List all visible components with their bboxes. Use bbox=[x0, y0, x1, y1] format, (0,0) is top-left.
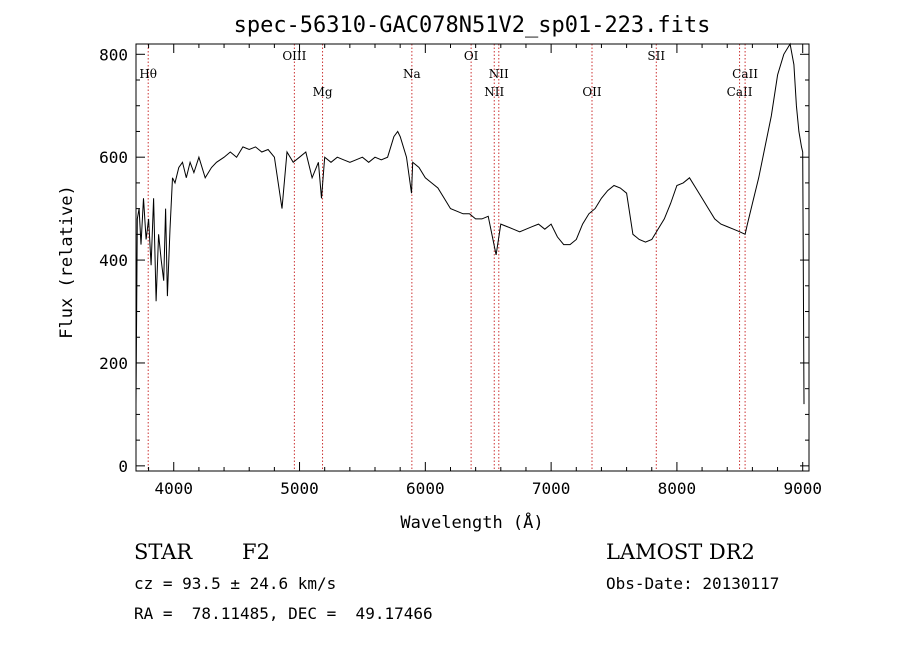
y-tick-label: 400 bbox=[99, 251, 128, 270]
y-tick-label: 800 bbox=[99, 45, 128, 64]
plot-frame bbox=[135, 43, 810, 472]
line-marker-label: OI bbox=[464, 49, 479, 63]
object-class: STAR bbox=[134, 540, 193, 564]
x-tick-label: 5000 bbox=[280, 479, 319, 498]
object-subclass: F2 bbox=[242, 540, 270, 564]
spectrum-series-line bbox=[135, 42, 805, 405]
y-tick-label: 600 bbox=[99, 148, 128, 167]
y-tick-label: 200 bbox=[99, 354, 128, 373]
y-tick-label: 0 bbox=[118, 457, 128, 476]
x-tick-label: 8000 bbox=[658, 479, 697, 498]
line-marker-label: Mg bbox=[313, 85, 333, 99]
x-tick-label: 6000 bbox=[406, 479, 445, 498]
plot-axes bbox=[135, 43, 810, 472]
emission-line-markers: Hθ OIII Mg Na OI NII NII OII SII CaII CaII bbox=[139, 44, 758, 471]
line-marker-label: CaII bbox=[732, 67, 758, 81]
survey-name: LAMOST DR2 bbox=[606, 540, 755, 564]
coordinates: RA = 78.11485, DEC = 49.17466 bbox=[134, 604, 433, 623]
line-marker-label: OIII bbox=[282, 49, 306, 63]
x-axis-label: Wavelength (Å) bbox=[400, 511, 543, 533]
x-tick-label: 4000 bbox=[154, 479, 193, 498]
chart-title: spec-56310-GAC078N51V2_sp01-223.fits bbox=[234, 13, 711, 38]
line-marker-label: NII bbox=[489, 67, 509, 81]
line-marker-label: SII bbox=[647, 49, 665, 63]
axis-ticks: 4000 5000 6000 7000 8000 9000 0 200 400 600 800 bbox=[99, 44, 822, 498]
y-axis-label: Flux (relative) bbox=[57, 185, 77, 339]
redshift-cz: cz = 93.5 ± 24.6 km/s bbox=[134, 574, 337, 593]
line-marker-label: Hθ bbox=[139, 67, 157, 81]
observation-date: Obs-Date: 20130117 bbox=[606, 574, 780, 593]
x-tick-label: 7000 bbox=[532, 479, 571, 498]
x-tick-label: 9000 bbox=[783, 479, 822, 498]
line-marker-label: CaII bbox=[727, 85, 753, 99]
line-marker-label: Na bbox=[403, 67, 421, 81]
line-marker-label: NII bbox=[484, 85, 504, 99]
line-marker-label: OII bbox=[582, 85, 602, 99]
